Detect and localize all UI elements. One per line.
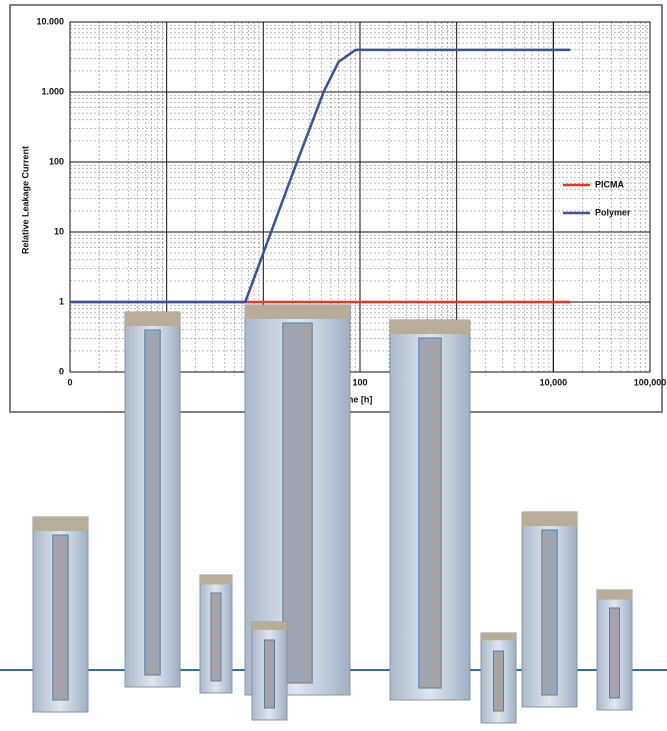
- actuator-cap: [522, 512, 577, 526]
- y-axis-label: Relative Leakage Current: [20, 146, 30, 254]
- y-tick-label: 0: [59, 366, 64, 376]
- y-tick-label: 100: [49, 156, 64, 166]
- x-tick-label: 10,000: [540, 377, 568, 387]
- x-tick-label: 100: [352, 377, 367, 387]
- actuator-stack: [53, 535, 68, 700]
- actuator-cap: [390, 320, 470, 334]
- chart: 0 1 10 100 1.000 10.000 0 100 10,000 100,000 Rela…: [0, 0, 667, 731]
- actuator-stack: [542, 530, 557, 695]
- actuator-cap: [481, 633, 516, 640]
- actuator-stack: [419, 338, 441, 688]
- y-tick-label: 10: [54, 226, 64, 236]
- actuator-cap: [252, 622, 287, 630]
- x-tick-label: 100,000: [634, 377, 667, 387]
- actuator-stack: [265, 640, 275, 708]
- y-tick-label: 10.000: [36, 16, 64, 26]
- y-tick-label: 1: [59, 296, 64, 306]
- actuator-stack: [610, 608, 620, 698]
- actuator-cap: [125, 312, 180, 326]
- actuator-stack: [145, 330, 160, 675]
- actuator-cap: [33, 517, 88, 531]
- actuator-stack: [494, 651, 504, 711]
- page: {"chart_data": {"type": "line", "y_label…: [0, 0, 667, 731]
- actuator-cap: [597, 590, 632, 600]
- actuator-cap: [200, 575, 232, 584]
- legend-label: Polymer: [595, 207, 631, 217]
- actuator-stack: [211, 593, 221, 681]
- legend-label: PICMA: [595, 179, 625, 189]
- x-tick-label: 0: [67, 377, 72, 387]
- y-tick-label: 1.000: [41, 86, 64, 96]
- actuator-cap: [245, 305, 350, 319]
